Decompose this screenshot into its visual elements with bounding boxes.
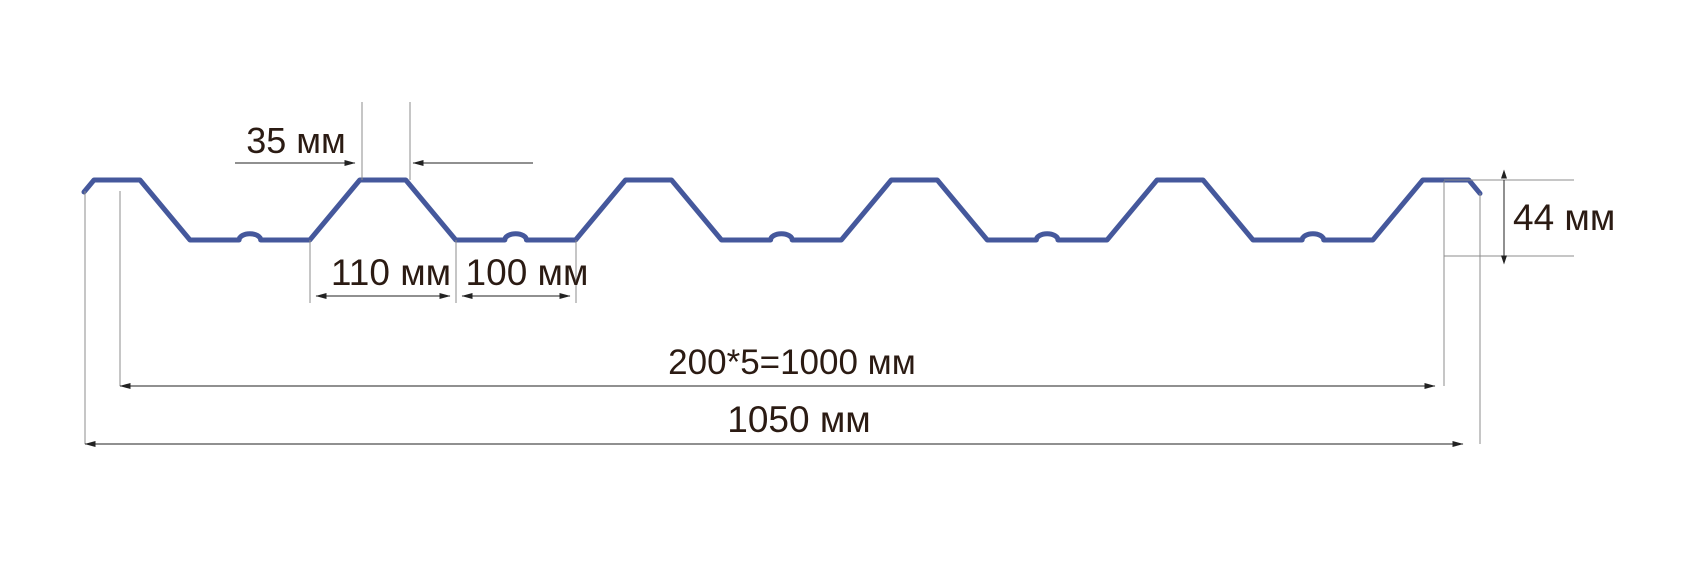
- svg-text:100 мм: 100 мм: [466, 252, 589, 293]
- svg-text:110 мм: 110 мм: [331, 252, 451, 293]
- svg-text:1050 мм: 1050 мм: [727, 399, 870, 440]
- svg-text:44 мм: 44 мм: [1513, 197, 1615, 238]
- svg-text:35 мм: 35 мм: [246, 120, 346, 161]
- svg-text:200*5=1000 мм: 200*5=1000 мм: [668, 343, 916, 382]
